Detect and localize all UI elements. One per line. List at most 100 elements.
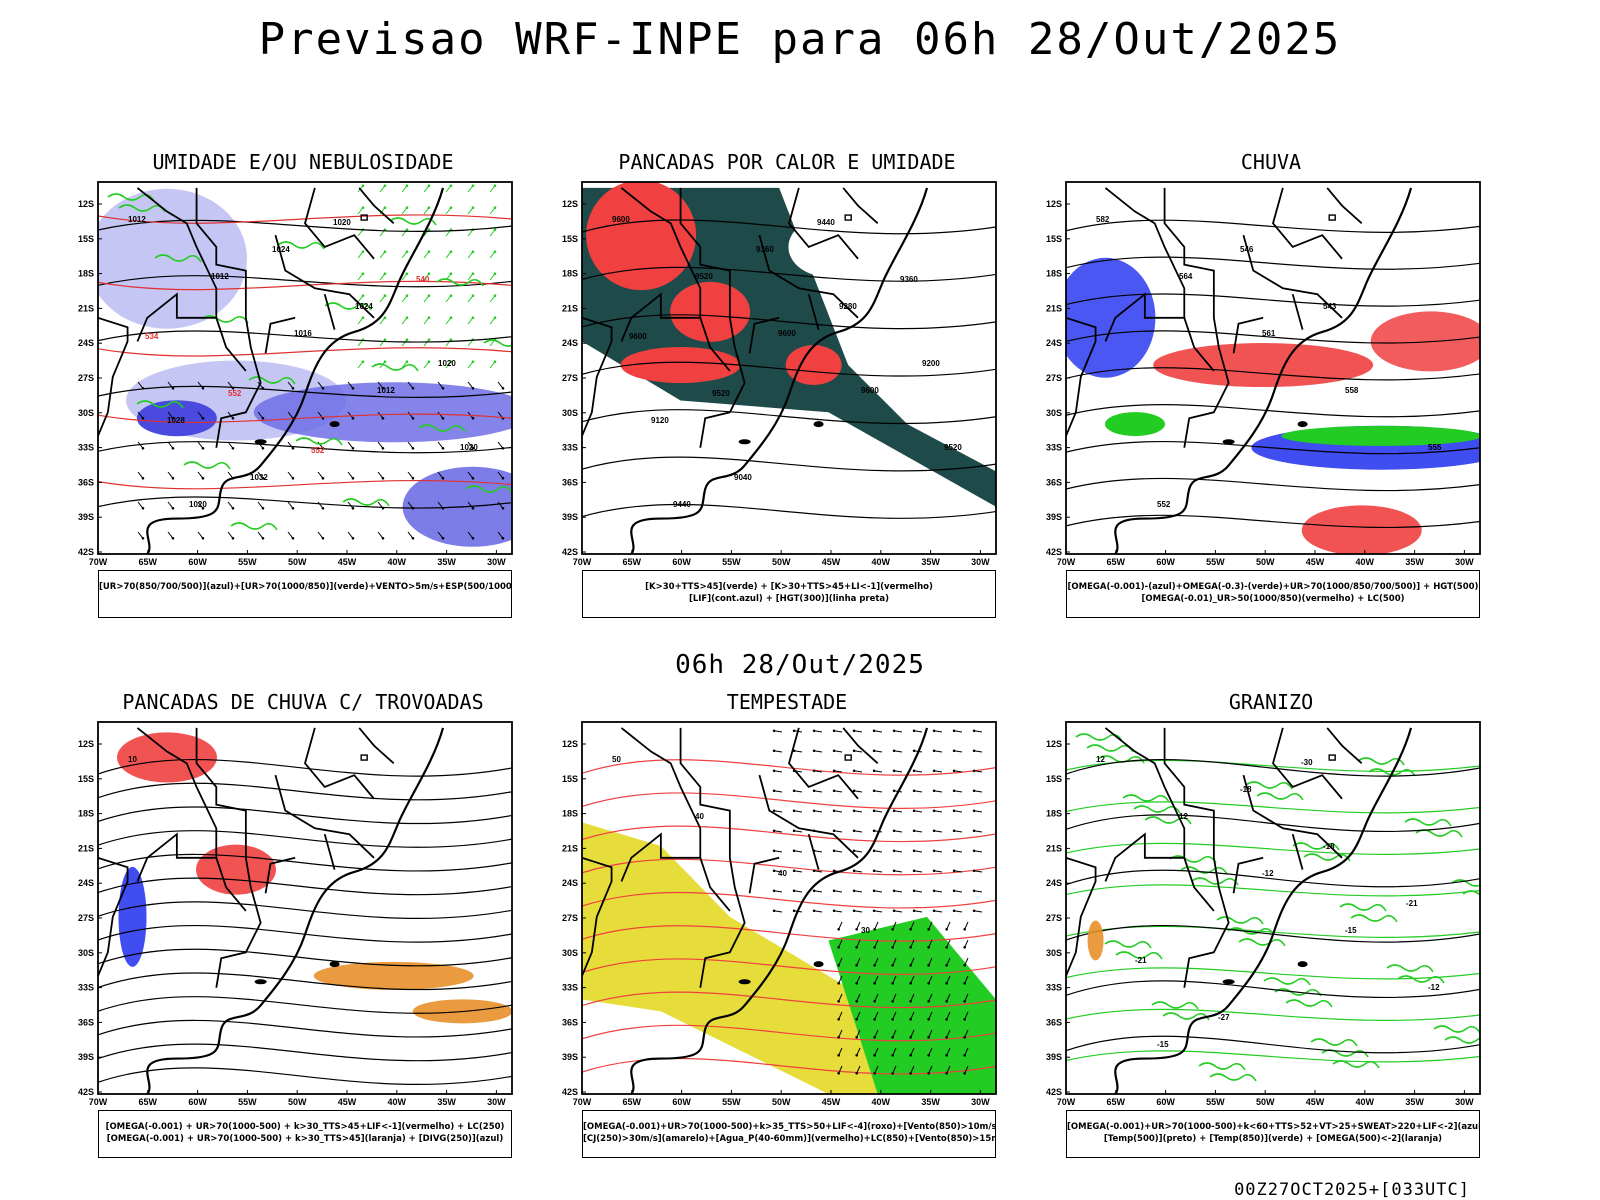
legend-line: [OMEGA(-0.001) + UR>70(1000-500) + k>30_…	[106, 1134, 504, 1144]
contour-line	[118, 204, 166, 213]
wind-vector-head	[873, 1071, 876, 1075]
contour-label: 1016	[294, 329, 312, 338]
wind-vector-head	[471, 446, 475, 450]
wind-vector	[167, 441, 174, 449]
wind-vector-head	[351, 536, 355, 540]
wind-vector	[197, 531, 204, 539]
wind-vector-head	[932, 869, 936, 873]
border-line	[215, 857, 247, 912]
federal-district-outline	[360, 754, 368, 761]
wind-vector-head	[872, 909, 876, 913]
wind-vector-head	[351, 386, 355, 390]
contour-line	[582, 858, 996, 876]
legend-box: [OMEGA(-0.001)-(azul)+OMEGA(-0.3)-(verde…	[1066, 570, 1480, 618]
lat-tick-label: 21S	[562, 843, 578, 853]
contour-line	[1162, 1012, 1210, 1021]
wind-vector-head	[945, 1053, 948, 1057]
wind-vector-head	[231, 416, 235, 420]
wind-vector-head	[891, 1035, 894, 1039]
wind-vector-head	[832, 869, 836, 873]
contour-line	[1274, 988, 1322, 997]
lon-tick-label: 40W	[388, 1097, 407, 1107]
wind-vector	[834, 850, 843, 853]
wind-vector-head	[972, 849, 976, 853]
wind-vector	[467, 229, 474, 237]
wind-vector	[467, 273, 474, 281]
wind-vector-head	[427, 184, 431, 188]
wind-vector	[357, 251, 364, 259]
wind-vector	[317, 531, 324, 539]
contour-label: 12	[1179, 812, 1188, 821]
contour-line	[1066, 1050, 1480, 1063]
lagoon-shape	[1297, 421, 1308, 428]
weather-map: 9600 9520 9600 9600 9520 9440 9360 9280 9200 9120…	[562, 181, 997, 567]
contour-label: 1020	[189, 500, 207, 509]
wind-vector	[856, 921, 861, 930]
border-line	[136, 187, 218, 342]
wind-vector-head	[792, 809, 796, 813]
contour-line	[1066, 925, 1480, 943]
wind-vector-head	[231, 536, 235, 540]
wind-vector	[934, 850, 943, 853]
border-line	[807, 833, 820, 870]
rain-area	[1301, 505, 1422, 554]
wind-vector	[814, 770, 823, 773]
contour-label: 546	[1240, 245, 1254, 254]
wind-vector-head	[952, 809, 956, 813]
wind-vector	[489, 251, 496, 259]
wind-vector-head	[832, 809, 836, 813]
wind-vector-head	[171, 506, 175, 510]
map-layers: 9600 9520 9600 9600 9520 9440 9360 9280 9200 9120…	[582, 182, 996, 554]
contour-line	[1086, 744, 1134, 753]
contour-label: 1028	[167, 416, 185, 425]
wind-vector	[914, 910, 923, 913]
wind-vector	[892, 1011, 897, 1020]
contour-line	[1368, 768, 1416, 777]
wind-vector-head	[427, 316, 431, 320]
wind-vector-head	[927, 999, 930, 1003]
wind-vector-head	[383, 272, 387, 276]
border-line	[1272, 187, 1343, 260]
lon-tick-label: 65W	[623, 557, 642, 567]
wind-vector-head	[812, 869, 816, 873]
wind-vector-head	[972, 809, 976, 813]
wind-vector-head	[361, 272, 365, 276]
contour-line	[1339, 903, 1387, 912]
lat-tick-label: 18S	[562, 809, 578, 819]
lat-tick-label: 15S	[1046, 774, 1062, 784]
wind-vector-head	[441, 476, 445, 480]
wind-vector-head	[201, 506, 205, 510]
wind-vector-head	[471, 206, 475, 210]
wind-vector	[974, 750, 983, 753]
wind-vector-head	[927, 963, 930, 967]
wind-vector	[467, 471, 474, 479]
wind-vector-head	[852, 809, 856, 813]
lat-tick-label: 33S	[1046, 443, 1062, 453]
contour-line	[98, 413, 512, 423]
wind-vector	[814, 790, 823, 793]
lat-tick-label: 36S	[1046, 1017, 1062, 1027]
wind-vector-head	[852, 769, 856, 773]
lon-tick-label: 35W	[437, 1097, 456, 1107]
panel-trovoadas: PANCADAS DE CHUVA C/ TROVOADAS 10 12S 15S 18…	[78, 690, 528, 1180]
lon-tick-label: 45W	[1306, 557, 1325, 567]
wind-vector-head	[892, 889, 896, 893]
lon-tick-label: 50W	[1256, 557, 1275, 567]
wind-vector	[928, 957, 933, 966]
wind-vector	[928, 1029, 933, 1038]
lagoon-shape	[254, 439, 267, 445]
contour-line	[154, 254, 202, 263]
wind-vector	[964, 1065, 969, 1074]
contour-label: 1032	[250, 473, 268, 482]
wind-vector-head	[427, 360, 431, 364]
wind-vector-head	[852, 889, 856, 893]
lat-tick-label: 27S	[78, 913, 94, 923]
wind-vector	[227, 501, 234, 509]
lon-tick-label: 50W	[772, 557, 791, 567]
wind-vector	[445, 317, 452, 325]
wind-vector-head	[963, 1035, 966, 1039]
wind-vector	[954, 770, 963, 773]
map-layers: 50 40 40 30	[582, 727, 996, 1094]
lat-tick-label: 39S	[562, 1052, 578, 1062]
wind-vector	[854, 750, 863, 753]
